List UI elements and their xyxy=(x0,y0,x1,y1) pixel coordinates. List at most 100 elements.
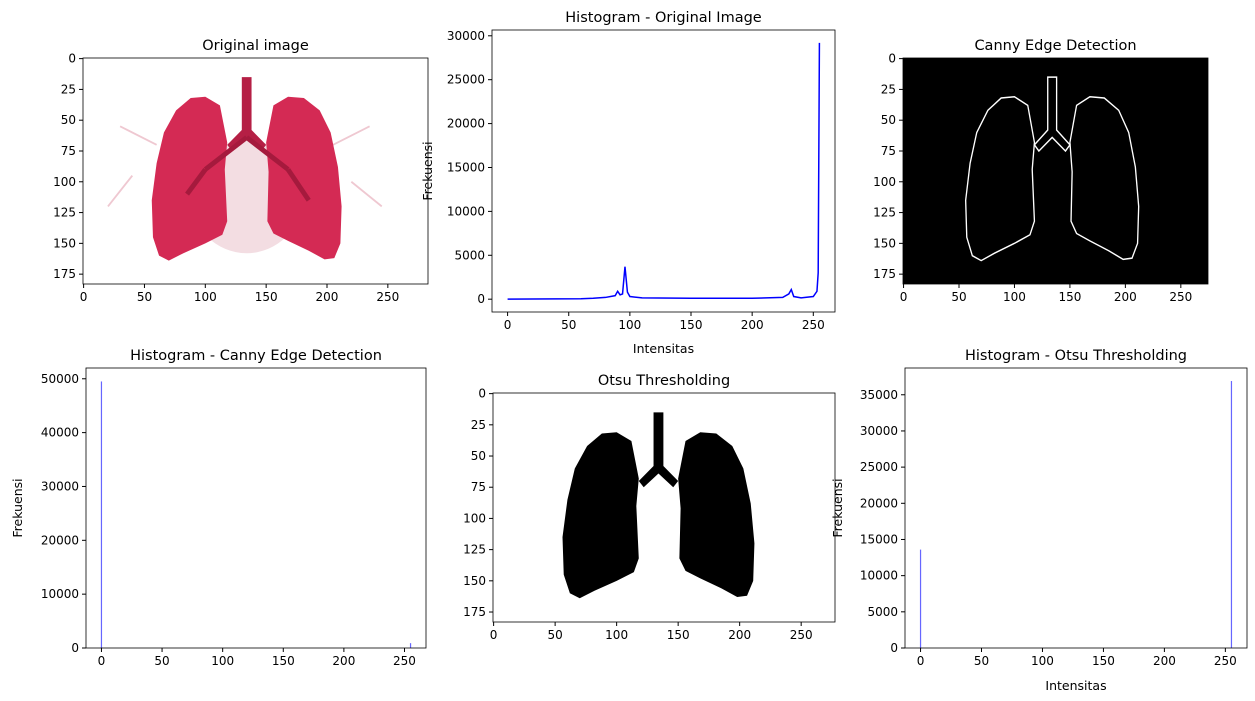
x-tick-label: 0 xyxy=(490,628,498,642)
image-bronchus xyxy=(203,135,249,172)
chart-title: Histogram - Otsu Thresholding xyxy=(965,348,1187,364)
image-shape xyxy=(1033,76,1071,153)
y-tick-label: 0 xyxy=(478,387,486,401)
line xyxy=(507,42,821,300)
image-shape xyxy=(638,412,679,488)
y-tick-label: 75 xyxy=(61,144,76,158)
x-tick-label: 200 xyxy=(1114,290,1137,304)
x-tick-label: 0 xyxy=(80,290,88,304)
x-tick-label: 150 xyxy=(667,628,690,642)
chart-title: Otsu Thresholding xyxy=(598,373,730,389)
y-tick-label: 5000 xyxy=(867,605,898,619)
x-tick-label: 150 xyxy=(255,290,278,304)
y-tick-label: 100 xyxy=(873,175,896,189)
bar xyxy=(409,643,412,648)
y-tick-label: 50 xyxy=(61,113,76,127)
y-tick-label: 150 xyxy=(463,574,486,588)
y-tick-label: 125 xyxy=(53,206,76,220)
image-bronchus xyxy=(286,168,311,202)
image xyxy=(562,412,755,599)
image-shape xyxy=(151,96,228,261)
y-tick-label: 100 xyxy=(53,175,76,189)
image-shape xyxy=(964,96,1036,262)
y-tick-label: 150 xyxy=(53,236,76,250)
y-tick-label: 125 xyxy=(463,543,486,557)
x-tick-label: 0 xyxy=(504,318,512,332)
bar xyxy=(100,381,103,648)
y-tick-label: 0 xyxy=(71,641,79,655)
chart-title: Histogram - Canny Edge Detection xyxy=(130,348,382,364)
x-tick-label: 50 xyxy=(137,290,152,304)
x-tick-label: 100 xyxy=(1003,290,1026,304)
y-tick-label: 25 xyxy=(881,82,896,96)
image-shape xyxy=(562,432,639,599)
bar xyxy=(1230,381,1233,648)
y-tick-label: 125 xyxy=(873,206,896,220)
y-tick-label: 10000 xyxy=(447,204,485,218)
x-tick-label: 50 xyxy=(974,654,989,668)
chart-title: Canny Edge Detection xyxy=(974,38,1136,54)
chart-title: Histogram - Original Image xyxy=(565,10,762,26)
y-tick-label: 150 xyxy=(873,236,896,250)
x-tick-label: 250 xyxy=(1214,654,1237,668)
x-tick-label: 100 xyxy=(1031,654,1054,668)
y-tick-label: 25000 xyxy=(447,73,485,87)
x-tick-label: 100 xyxy=(194,290,217,304)
image-vessel xyxy=(107,175,133,207)
x-tick-label: 200 xyxy=(741,318,764,332)
y-tick-label: 20000 xyxy=(41,533,79,547)
image xyxy=(107,77,383,261)
image-shape xyxy=(266,96,342,260)
axes-frame xyxy=(82,57,429,285)
y-tick-label: 25000 xyxy=(860,460,898,474)
y-tick-label: 175 xyxy=(53,267,76,281)
image-bronchus xyxy=(245,135,290,172)
x-tick-label: 0 xyxy=(917,654,925,668)
x-tick-label: 100 xyxy=(618,318,641,332)
y-tick-label: 25 xyxy=(61,82,76,96)
y-tick-label: 175 xyxy=(463,605,486,619)
x-tick-label: 150 xyxy=(272,654,295,668)
y-tick-label: 75 xyxy=(471,480,486,494)
x-tick-label: 250 xyxy=(376,290,399,304)
y-tick-label: 30000 xyxy=(860,424,898,438)
image-shape xyxy=(678,432,755,598)
x-tick-label: 250 xyxy=(802,318,825,332)
x-tick-label: 50 xyxy=(154,654,169,668)
y-tick-label: 0 xyxy=(68,52,76,66)
y-tick-label: 175 xyxy=(873,267,896,281)
y-tick-label: 0 xyxy=(890,641,898,655)
x-tick-label: 50 xyxy=(561,318,576,332)
x-tick-label: 200 xyxy=(728,628,751,642)
image-vessel xyxy=(119,125,158,146)
bar xyxy=(919,549,922,648)
x-tick-label: 250 xyxy=(790,628,813,642)
y-tick-label: 50000 xyxy=(41,372,79,386)
image-background xyxy=(493,393,835,622)
x-tick-label: 150 xyxy=(1058,290,1081,304)
x-tick-label: 150 xyxy=(680,318,703,332)
axes-frame xyxy=(85,367,427,649)
image-vessel xyxy=(332,125,370,146)
axes-frame xyxy=(902,57,1209,285)
x-tick-label: 100 xyxy=(605,628,628,642)
y-axis-label: Frekuensi xyxy=(420,141,435,200)
x-axis-label: Intensitas xyxy=(1045,678,1106,693)
x-tick-label: 250 xyxy=(393,654,416,668)
x-tick-label: 200 xyxy=(1153,654,1176,668)
y-tick-label: 0 xyxy=(477,292,485,306)
axes-frame xyxy=(904,367,1248,649)
y-tick-label: 50 xyxy=(471,449,486,463)
image-background xyxy=(903,58,1208,284)
image-shape xyxy=(1069,96,1140,261)
x-tick-label: 50 xyxy=(547,628,562,642)
x-tick-label: 100 xyxy=(211,654,234,668)
x-tick-label: 0 xyxy=(900,290,908,304)
y-tick-label: 10000 xyxy=(860,569,898,583)
y-tick-label: 50 xyxy=(881,113,896,127)
y-tick-label: 15000 xyxy=(860,532,898,546)
y-tick-label: 40000 xyxy=(41,426,79,440)
x-tick-label: 250 xyxy=(1169,290,1192,304)
y-tick-label: 5000 xyxy=(454,248,485,262)
y-tick-label: 15000 xyxy=(447,160,485,174)
